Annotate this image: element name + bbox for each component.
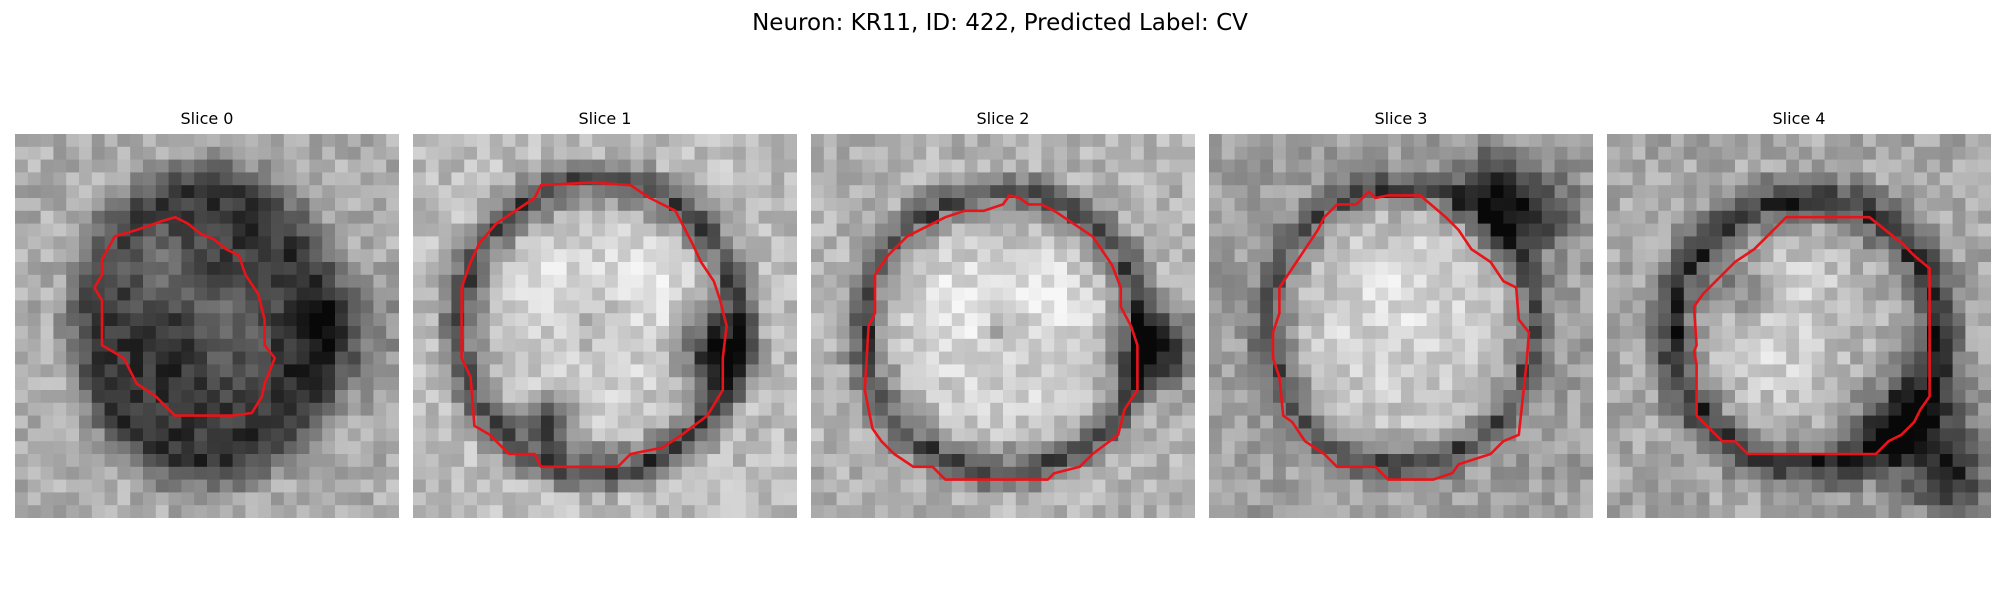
cell-contour	[460, 181, 728, 469]
cell-contour	[863, 194, 1139, 481]
pixel-grid	[811, 134, 1195, 518]
pixel-grid	[1607, 134, 1991, 518]
slice-title: Slice 2	[976, 109, 1030, 128]
slice-image	[1209, 134, 1593, 518]
slice-title: Slice 0	[180, 109, 234, 128]
slice-panel-3: Slice 3	[1209, 108, 1593, 518]
slice-title: Slice 1	[578, 109, 632, 128]
slice-image	[1607, 134, 1991, 518]
slice-panel-1: Slice 1	[413, 108, 797, 518]
slice-image	[15, 134, 399, 518]
pixel-grid	[15, 134, 399, 518]
pixel-grid	[413, 134, 797, 518]
slice-image	[413, 134, 797, 518]
slice-title: Slice 3	[1374, 109, 1428, 128]
pixel-grid	[1209, 134, 1593, 518]
slice-title: Slice 4	[1772, 109, 1826, 128]
cell-contour	[93, 215, 277, 417]
figure-title: Neuron: KR11, ID: 422, Predicted Label: …	[752, 10, 1248, 36]
slice-panel-2: Slice 2	[811, 108, 1195, 518]
slice-image	[811, 134, 1195, 518]
slice-panel-0: Slice 0	[15, 108, 399, 518]
cell-contour	[1271, 190, 1531, 481]
slice-panel-4: Slice 4	[1607, 108, 1991, 518]
cell-contour	[1692, 215, 1931, 456]
